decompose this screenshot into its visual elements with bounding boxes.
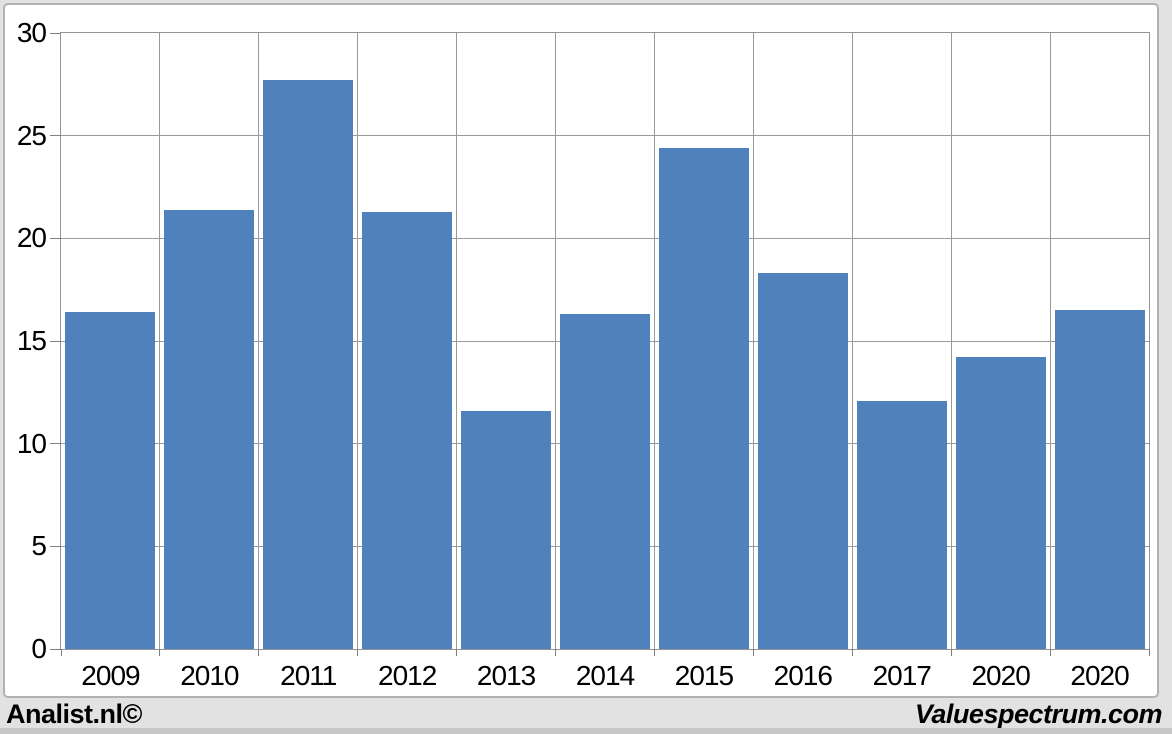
y-axis-tick xyxy=(50,135,61,137)
x-axis-tick xyxy=(357,649,359,656)
x-axis-label-2009: 2009 xyxy=(81,660,140,691)
x-gridline xyxy=(752,33,754,649)
x-axis-tick xyxy=(1049,649,1051,656)
y-axis-tick xyxy=(50,32,61,34)
bottom-edge-strip xyxy=(0,728,1172,734)
y-axis-label: 30 xyxy=(16,17,47,48)
y-axis-label: 5 xyxy=(31,530,47,562)
x-gridline xyxy=(555,33,557,649)
y-gridline xyxy=(61,237,1149,239)
chart-card: 0 5 10 15 20 25 30 2009 2010 2011 2012 2013 2014 2015… xyxy=(3,3,1159,698)
x-axis-label-2020: 2020 xyxy=(1070,660,1129,691)
y-axis-tick xyxy=(50,545,61,547)
bar-2013 xyxy=(461,410,552,649)
y-axis-label: 25 xyxy=(16,119,47,151)
x-axis-label-2017: 2017 xyxy=(872,660,932,691)
bar-2015 xyxy=(658,148,749,649)
x-axis-tick xyxy=(653,649,655,656)
y-gridline xyxy=(61,135,1149,137)
x-gridline xyxy=(456,33,458,649)
x-axis-label-2014: 2014 xyxy=(575,660,635,691)
x-axis-tick xyxy=(950,649,952,656)
x-axis-label-2020: 2020 xyxy=(971,660,1030,691)
analist-credit: Analist.nl© xyxy=(6,698,142,729)
x-axis-tick xyxy=(851,649,853,656)
x-gridline xyxy=(258,33,260,649)
y-axis-label: 15 xyxy=(16,325,47,356)
y-axis-label: 0 xyxy=(31,633,47,664)
x-gridline xyxy=(653,33,655,649)
y-axis-tick xyxy=(50,237,61,239)
bar-2014 xyxy=(559,314,650,649)
x-gridline xyxy=(950,33,952,649)
x-gridline xyxy=(159,33,161,649)
x-axis-label-2013: 2013 xyxy=(476,660,536,691)
y-axis-tick xyxy=(50,340,61,342)
y-axis-tick xyxy=(50,443,61,445)
x-axis-label-2010: 2010 xyxy=(180,660,239,691)
bar-2016 xyxy=(757,273,848,649)
x-gridline xyxy=(851,33,853,649)
y-axis-tick xyxy=(50,648,61,650)
y-axis-label: 10 xyxy=(16,427,47,459)
x-gridline xyxy=(357,33,359,649)
bar-2010 xyxy=(164,209,255,649)
bar-2017 xyxy=(856,400,947,649)
x-axis-tick xyxy=(258,649,260,656)
footer: Analist.nl© Valuespectrum.com xyxy=(6,698,1163,729)
x-gridline xyxy=(1049,33,1051,649)
x-axis-tick xyxy=(60,649,62,656)
bar-2009 xyxy=(65,312,156,649)
x-axis-tick xyxy=(456,649,458,656)
bar-2020 xyxy=(955,357,1046,649)
x-axis-tick xyxy=(752,649,754,656)
x-axis-label-2015: 2015 xyxy=(674,660,734,691)
x-axis-tick xyxy=(555,649,557,656)
x-axis-label-2016: 2016 xyxy=(773,660,833,691)
x-axis-label-2012: 2012 xyxy=(378,660,437,691)
x-axis-tick xyxy=(159,649,161,656)
y-axis-label: 20 xyxy=(16,222,47,254)
x-axis-tick xyxy=(1148,649,1150,656)
bar-2012 xyxy=(362,211,453,649)
bar-2011 xyxy=(263,80,354,649)
plot-area: 0 5 10 15 20 25 30 2009 2010 2011 2012 2013 2014 2015… xyxy=(17,19,1150,690)
bar-2020 xyxy=(1054,310,1145,649)
valuespectrum-credit: Valuespectrum.com xyxy=(914,698,1163,729)
x-axis-label-2011: 2011 xyxy=(280,660,337,691)
